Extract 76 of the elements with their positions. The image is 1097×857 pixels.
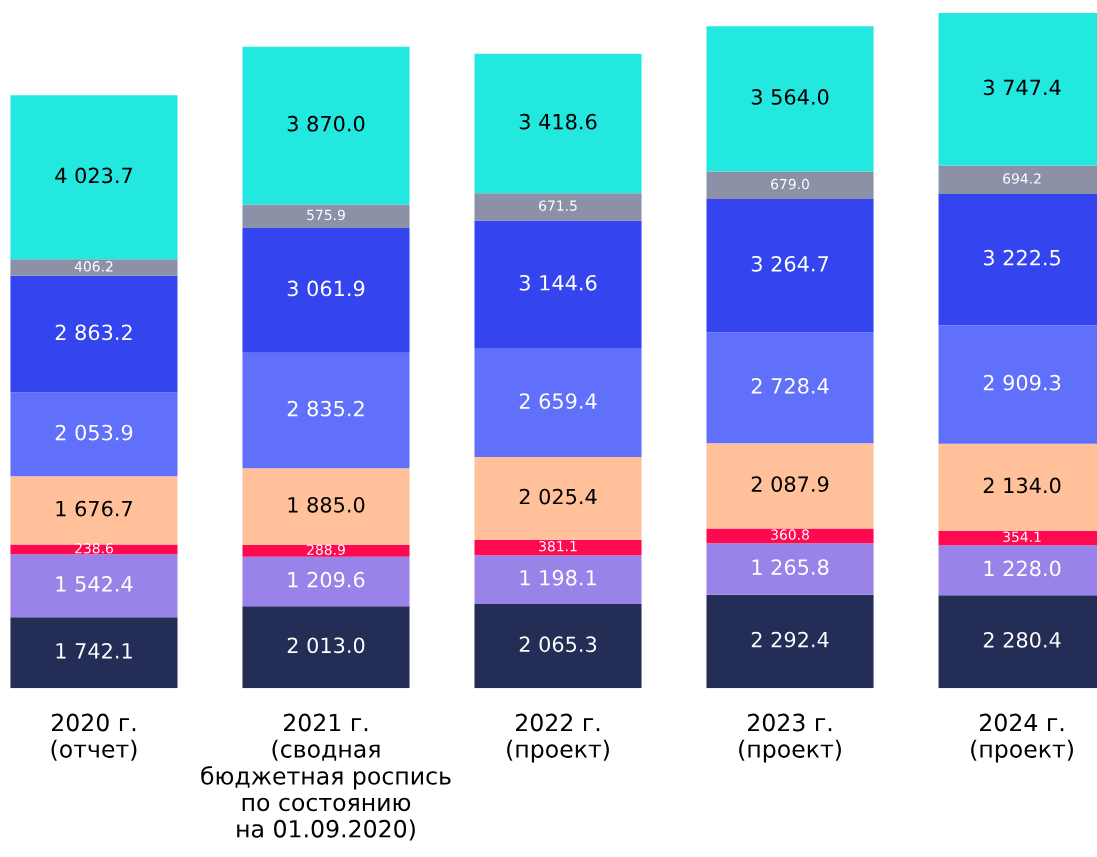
data-label: 2 835.2 xyxy=(287,400,364,417)
bar xyxy=(10,275,178,393)
x-tick-label: 2023 г. (проект) xyxy=(739,713,841,763)
data-label: 2 659.4 xyxy=(519,393,597,409)
data-label: 1 885.0 xyxy=(288,496,365,513)
data-label: 2 025.4 xyxy=(519,488,597,505)
bar xyxy=(242,204,410,228)
bar xyxy=(10,476,178,545)
data-label: 3 418.6 xyxy=(519,113,597,130)
data-label: 3 564.0 xyxy=(751,89,829,105)
bar xyxy=(706,171,874,200)
data-label: 679.0 xyxy=(771,178,809,190)
bar xyxy=(10,617,178,689)
bar xyxy=(474,53,642,194)
data-label: 575.9 xyxy=(307,209,345,221)
bar xyxy=(242,556,410,607)
x-tick-label: 2022 г. (проект) xyxy=(507,713,609,763)
data-label: 2 728.4 xyxy=(751,378,829,394)
data-label: 2 065.3 xyxy=(519,636,597,653)
data-label: 2 863.2 xyxy=(55,324,132,341)
bar xyxy=(242,468,410,546)
x-tick-label: 2020 г. (отчет) xyxy=(51,713,137,761)
data-label: 2 013.0 xyxy=(287,637,365,654)
data-label: 238.6 xyxy=(75,542,113,554)
bar xyxy=(706,199,874,333)
data-label: 3 061.9 xyxy=(287,280,365,297)
bar xyxy=(474,539,642,556)
data-label: 1 742.1 xyxy=(56,642,132,659)
data-label: 3 222.5 xyxy=(983,249,1060,266)
data-label: 2 087.9 xyxy=(751,476,829,492)
data-label: 1 265.8 xyxy=(752,559,829,575)
x-tick-label: 2024 г. (проект) xyxy=(971,713,1073,763)
data-label: 360.8 xyxy=(771,529,809,540)
data-label: 406.2 xyxy=(74,261,113,272)
data-label: 2 280.4 xyxy=(983,631,1061,648)
data-label: 3 870.0 xyxy=(287,115,365,132)
bar xyxy=(474,555,642,604)
data-label: 671.5 xyxy=(539,200,577,211)
bar xyxy=(474,604,642,689)
data-label: 3 144.6 xyxy=(519,274,597,291)
data-label: 1 228.0 xyxy=(984,560,1061,577)
bar xyxy=(474,457,642,540)
data-label: 3 747.4 xyxy=(983,79,1061,96)
bar xyxy=(242,227,410,353)
bar xyxy=(242,352,410,469)
bar xyxy=(242,46,410,205)
bar xyxy=(706,443,874,529)
bar xyxy=(706,26,874,172)
bar xyxy=(706,332,874,444)
bar xyxy=(474,220,642,349)
data-label: 3 264.7 xyxy=(751,255,829,272)
data-label: 694.2 xyxy=(1003,173,1041,184)
bar xyxy=(706,543,874,595)
bar xyxy=(10,392,178,477)
bar xyxy=(10,259,178,276)
data-label: 288.9 xyxy=(307,544,345,555)
bar xyxy=(10,554,178,618)
bar xyxy=(242,606,410,689)
bar xyxy=(242,545,410,557)
data-label: 1 209.6 xyxy=(288,571,365,588)
data-label: 2 292.4 xyxy=(751,631,829,648)
data-label: 1 198.1 xyxy=(520,569,596,586)
bar xyxy=(10,95,178,260)
data-label: 1 676.7 xyxy=(56,500,132,517)
data-label: 4 023.7 xyxy=(55,167,132,184)
data-label: 2 134.0 xyxy=(983,477,1061,494)
data-label: 2 909.3 xyxy=(983,374,1061,391)
bar xyxy=(706,594,874,689)
data-label: 381.1 xyxy=(539,540,577,552)
x-tick-label: 2021 г. (сводная бюджетная роспись по состоянию на 01.09.2020) xyxy=(201,713,451,841)
bar xyxy=(474,193,642,221)
data-label: 1 542.4 xyxy=(56,576,133,592)
data-label: 354.1 xyxy=(1003,531,1041,542)
bar xyxy=(706,528,874,544)
bar xyxy=(474,348,642,458)
data-label: 2 053.9 xyxy=(55,424,133,441)
